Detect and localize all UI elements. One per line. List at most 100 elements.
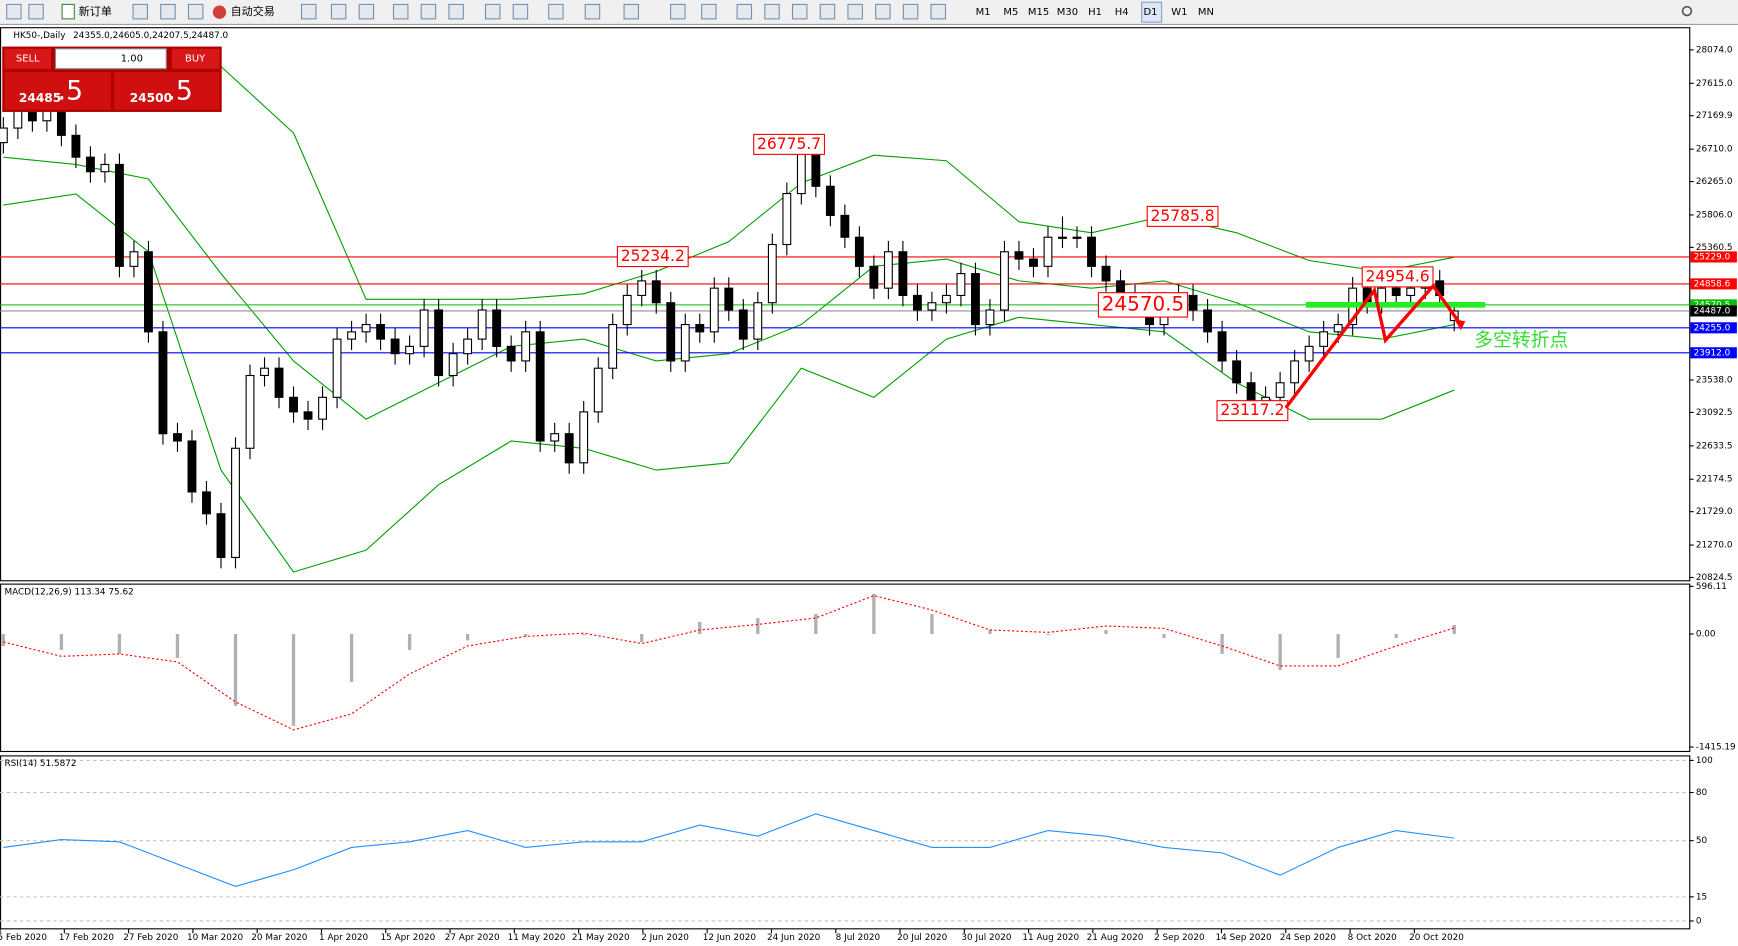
timeframe-button[interactable]: H4 [1115, 7, 1129, 18]
lots-value: 1.00 [121, 54, 143, 65]
y-tick-label: 25360.5 [1696, 243, 1733, 253]
price-level-label: 24858.6 [1694, 279, 1731, 289]
toolbar-icon[interactable] [160, 3, 176, 20]
annotation-box [1097, 292, 1189, 318]
x-tick-label: 14 Sep 2020 [1216, 933, 1273, 943]
annotation-box [753, 133, 826, 155]
macd-bar [640, 633, 644, 642]
candle-body [535, 331, 545, 442]
macd-bar [1162, 633, 1166, 638]
toolbar-icon[interactable] [187, 3, 204, 20]
x-tick-label: 8 Oct 2020 [1348, 933, 1397, 943]
toolbar-icon[interactable] [930, 3, 947, 20]
macd-bar [1104, 629, 1108, 634]
candle-body [274, 367, 284, 398]
price-level-tag [1690, 347, 1737, 359]
toolbar-icon[interactable] [736, 3, 753, 20]
x-tick-label: 20 Jul 2020 [897, 933, 948, 943]
x-tick-label: 5 Feb 2020 [0, 933, 47, 943]
price-level-tag [1690, 322, 1737, 334]
price-level-tag [1690, 278, 1737, 290]
ask-box[interactable] [114, 72, 220, 110]
toolbar-icon[interactable] [584, 3, 601, 20]
bid-fraction: .5 [58, 75, 83, 106]
search-icon[interactable] [1681, 5, 1693, 17]
toolbar-icon[interactable] [330, 3, 347, 20]
lots-field[interactable] [54, 48, 167, 70]
candle-body [361, 323, 371, 333]
timeframe-button[interactable]: M5 [1003, 7, 1018, 18]
toolbar-icon[interactable] [623, 3, 640, 20]
x-tick-label: 20 Oct 2020 [1409, 933, 1464, 943]
toolbar-icon[interactable] [420, 3, 437, 20]
x-tick-label: 15 Apr 2020 [381, 933, 436, 943]
x-tick-label: 11 May 2020 [508, 933, 566, 943]
timeframe-button[interactable]: MN [1198, 7, 1214, 18]
buy-button[interactable]: BUY [171, 48, 220, 69]
candle-body [1087, 236, 1096, 267]
annotation-box [1361, 266, 1434, 288]
candle-body [608, 323, 618, 369]
y-tick-label: 0 [1696, 916, 1702, 926]
toolbar-icon[interactable] [819, 3, 836, 20]
toolbar-icon[interactable] [300, 3, 317, 20]
toolbar-icon[interactable] [670, 3, 686, 20]
candle-body [245, 374, 255, 449]
candle-body [1203, 309, 1213, 333]
auto-trading-button[interactable]: 自动交易 [212, 4, 275, 19]
timeframe-button[interactable]: M15 [1028, 7, 1049, 18]
candle-body [1058, 236, 1067, 239]
candle-body [390, 338, 400, 355]
candle-body [434, 309, 444, 377]
toolbar-icon[interactable] [764, 3, 780, 20]
toolbar-icon[interactable] [902, 3, 919, 20]
toolbar-icon[interactable] [791, 3, 808, 20]
timeframe-button[interactable]: M1 [976, 7, 991, 18]
candle-body [1029, 258, 1038, 267]
toolbar-icon[interactable] [6, 3, 22, 20]
toolbar-icon[interactable] [875, 3, 891, 20]
toolbar-icon[interactable] [448, 3, 464, 20]
arrow-head [1454, 319, 1466, 331]
macd-bar [524, 633, 528, 637]
candle-body [941, 294, 951, 304]
candle-body [71, 134, 81, 158]
timeframe-button[interactable]: M30 [1057, 7, 1078, 18]
timeframe-button[interactable]: W1 [1171, 7, 1187, 18]
macd-bar [698, 621, 702, 634]
x-tick-label: 30 Jul 2020 [961, 933, 1012, 943]
new-order-button[interactable]: 新订单 [61, 3, 112, 20]
toolbar-icon[interactable] [132, 3, 149, 20]
toolbar-icon[interactable] [512, 3, 529, 20]
indicator-title: MACD(12,26,9) 113.34 75.62 [4, 587, 133, 597]
macd-bar [349, 633, 354, 682]
timeframe-button[interactable]: H1 [1088, 7, 1102, 18]
toolbar-icon[interactable] [28, 3, 44, 20]
toolbar-icon[interactable] [392, 3, 409, 20]
price-level-label: 25229.0 [1694, 252, 1731, 262]
candle-body [100, 163, 110, 173]
candle-body [695, 323, 705, 333]
candle-body [1217, 331, 1227, 362]
toolbar-bg [0, 0, 1738, 25]
macd-bar [1220, 633, 1224, 654]
icon [212, 5, 227, 19]
toolbar-icon[interactable] [847, 3, 863, 20]
sell-button[interactable]: SELL [4, 48, 52, 69]
bid-box[interactable] [4, 72, 111, 110]
toolbar-icon[interactable] [701, 3, 717, 20]
y-tick-label: 100 [1696, 756, 1713, 766]
toolbar-icon[interactable] [548, 3, 564, 20]
macd-bar [930, 613, 934, 634]
toolbar: 新订单 自动交易 M1 M5 M15 M30 H1 H4 D1 W1 MN [0, 0, 1738, 25]
candle-body [680, 323, 690, 362]
candle-body [1014, 251, 1024, 260]
y-tick-label: 27615.0 [1696, 79, 1733, 89]
price-level-label: 24487.0 [1694, 306, 1731, 316]
y-tick-label: -1415.19 [1696, 743, 1736, 753]
timeframe-button[interactable]: D1 [1144, 7, 1158, 18]
toolbar-icon[interactable] [484, 3, 501, 20]
candle-body [85, 156, 95, 173]
toolbar-icon[interactable] [358, 3, 375, 20]
